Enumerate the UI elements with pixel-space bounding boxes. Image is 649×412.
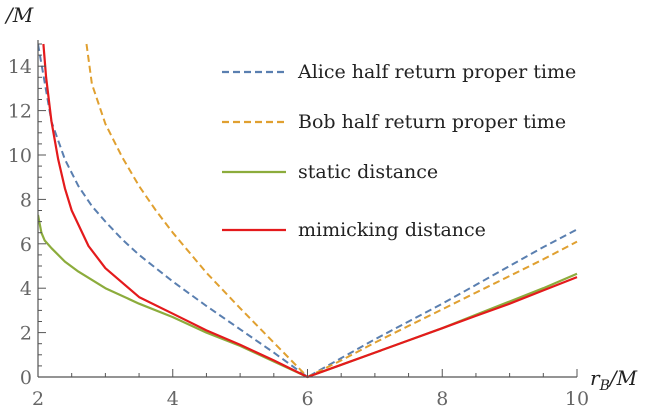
series-line-2 — [85, 43, 578, 378]
y-tick-label: 8 — [20, 189, 32, 211]
x-axis-title: rB/M — [590, 366, 638, 394]
series-line-4 — [42, 43, 578, 379]
x-tick-label: 2 — [32, 388, 44, 410]
legend-label-3: static distance — [298, 161, 438, 183]
y-tick-label: 2 — [20, 323, 32, 345]
x-tick-label: 10 — [565, 388, 589, 410]
y-tick-label: 6 — [20, 234, 32, 256]
y-tick-label: 0 — [20, 367, 32, 389]
y-tick-label: 14 — [8, 56, 32, 78]
legend-label-4: mimicking distance — [298, 219, 486, 241]
series-line-1 — [38, 43, 578, 378]
y-axis-title: /M — [4, 3, 34, 27]
legend-label-1: Alice half return proper time — [297, 61, 576, 83]
y-tick-label: 12 — [8, 101, 32, 123]
series-layer — [38, 43, 578, 379]
y-tick-label: 10 — [8, 145, 32, 167]
x-tick-label: 8 — [436, 388, 448, 410]
y-tick-label: 4 — [20, 278, 32, 300]
legend-label-2: Bob half return proper time — [298, 111, 566, 133]
legend: Alice half return proper time Bob half re… — [222, 61, 576, 241]
axes-layer — [37, 40, 577, 378]
x-tick-label: 6 — [301, 388, 313, 410]
x-tick-label: 4 — [167, 388, 179, 410]
